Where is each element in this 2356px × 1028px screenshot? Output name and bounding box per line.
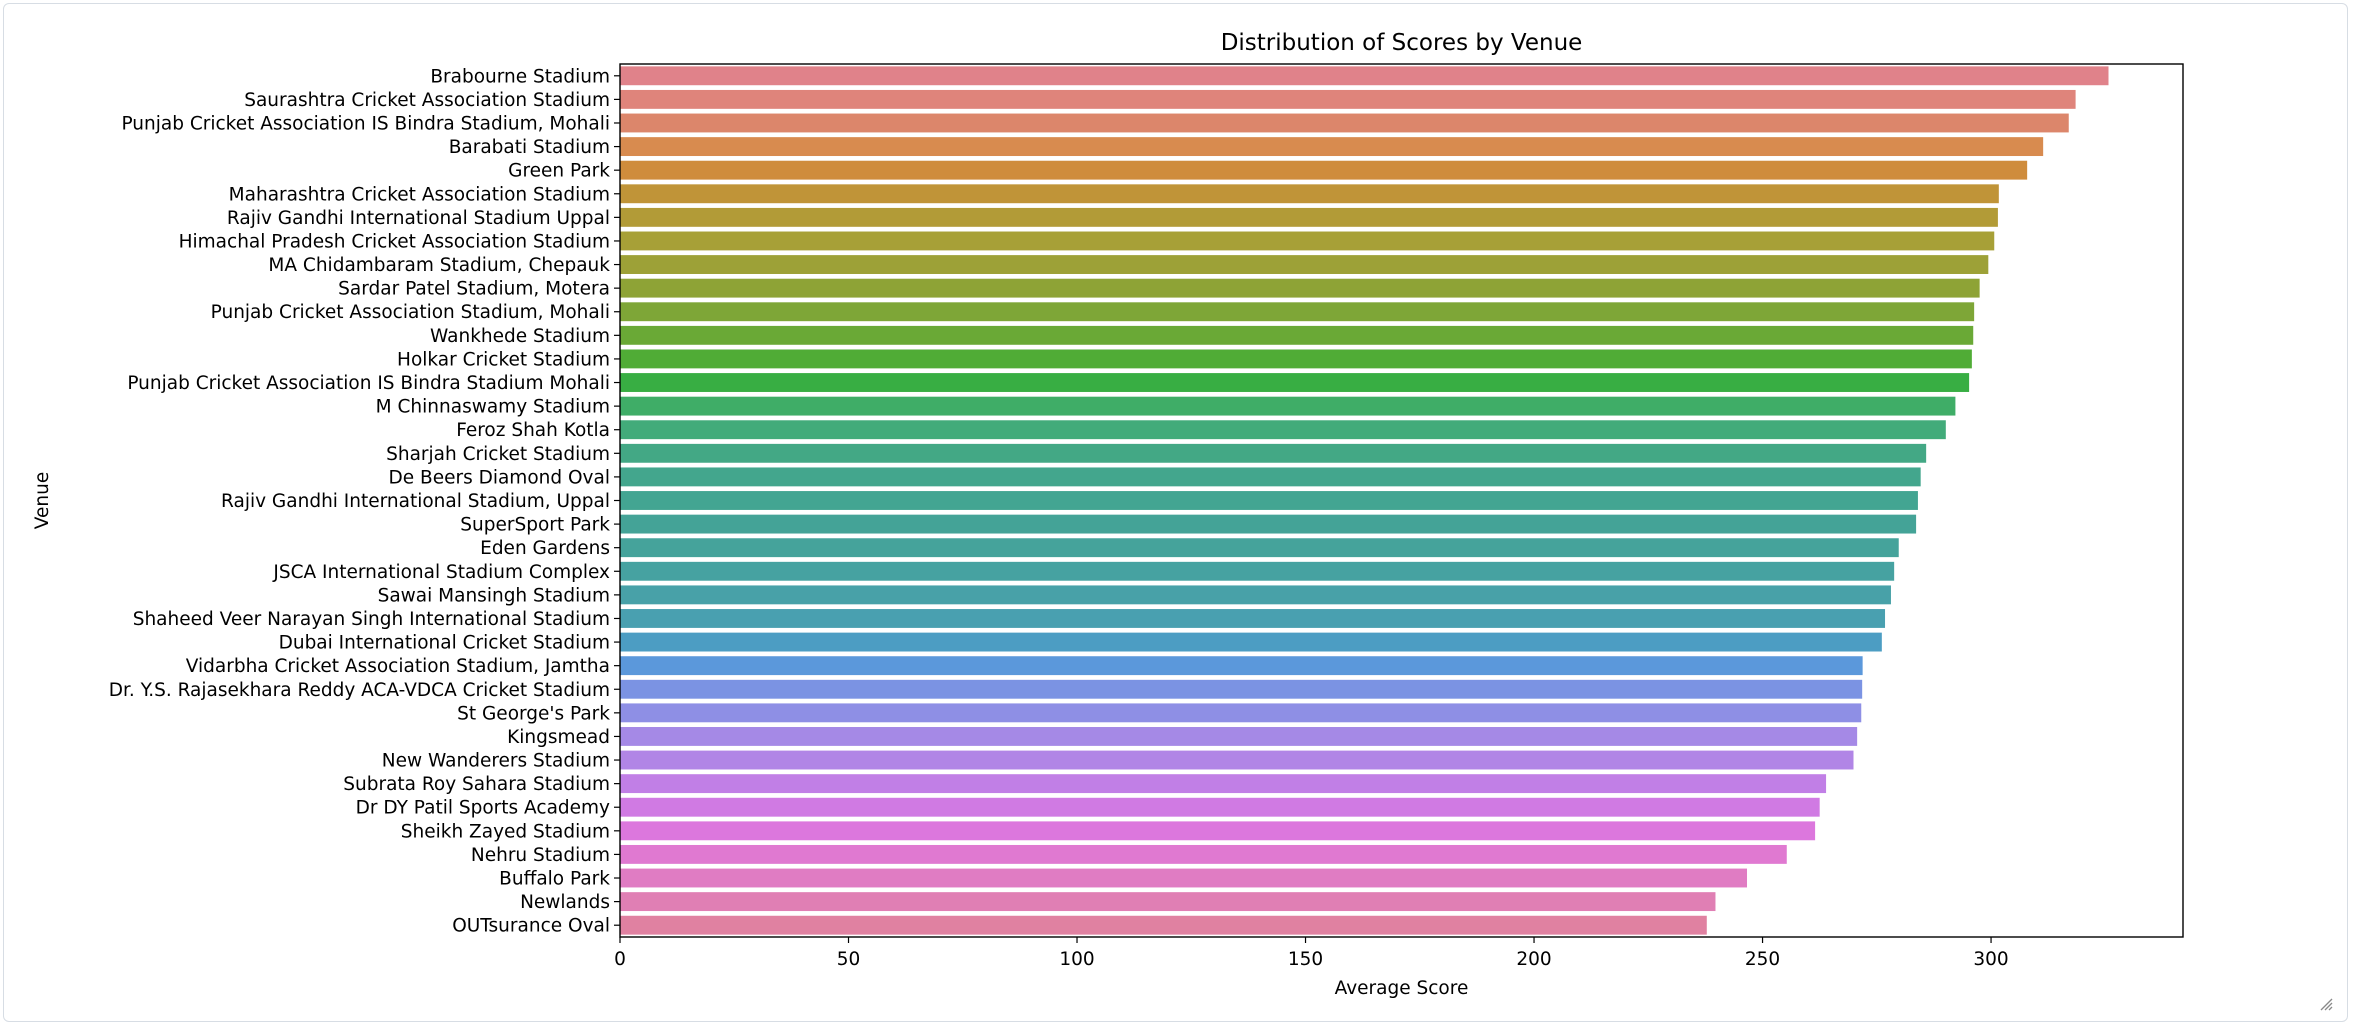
y-tick-label: Punjab Cricket Association IS Bindra Sta…: [127, 373, 610, 394]
bar: [620, 255, 1989, 274]
x-tick-label: 50: [837, 949, 861, 970]
bar: [620, 750, 1854, 770]
y-tick-label: Sawai Mansingh Stadium: [378, 585, 610, 606]
bars-group: [620, 66, 2109, 935]
bar: [620, 491, 1918, 510]
y-tick-label: New Wanderers Stadium: [382, 751, 610, 772]
bar: [620, 632, 1882, 652]
y-tick-label: Eden Gardens: [480, 538, 610, 559]
chart-title: Distribution of Scores by Venue: [1221, 30, 1583, 56]
y-tick-label: Vidarbha Cricket Association Stadium, Ja…: [186, 656, 610, 677]
bar: [620, 774, 1827, 794]
y-tick-label: Feroz Shah Kotla: [456, 420, 610, 441]
x-tick-label: 250: [1745, 949, 1780, 970]
y-tick-label: Maharashtra Cricket Association Stadium: [229, 184, 610, 205]
x-tick-label: 300: [1973, 949, 2008, 970]
bar: [620, 892, 1716, 912]
bar: [620, 160, 2028, 180]
y-tick-label: Dubai International Cricket Stadium: [279, 633, 610, 654]
bar: [620, 278, 1980, 298]
y-tick-label: Subrata Roy Sahara Stadium: [343, 774, 610, 795]
bar: [620, 302, 1975, 322]
y-tick-label: Kingsmead: [507, 727, 610, 748]
y-tick-label: Holkar Cricket Stadium: [397, 349, 610, 370]
bar: [620, 231, 1995, 251]
bar: [620, 585, 1891, 605]
y-tick-label: Sardar Patel Stadium, Motera: [338, 279, 610, 300]
y-tick-label: Rajiv Gandhi International Stadium Uppal: [227, 208, 610, 229]
y-tick-label: Dr DY Patil Sports Academy: [356, 798, 610, 819]
bar: [620, 373, 1970, 392]
bar: [620, 184, 1999, 204]
bar: [620, 797, 1820, 817]
y-tick-labels: Brabourne Stadium Saurashtra Cricket Asso…: [109, 66, 620, 937]
bar: [620, 514, 1917, 534]
y-tick-label: M Chinnaswamy Stadium: [376, 397, 610, 418]
y-tick-label: MA Chidambaram Stadium, Chepauk: [268, 255, 610, 276]
output-cell: Brabourne Stadium Saurashtra Cricket Asso…: [3, 3, 2348, 1022]
bar: [620, 868, 1748, 888]
resize-grip-icon[interactable]: [2319, 997, 2333, 1011]
bar: [620, 325, 1974, 345]
y-tick-label: Punjab Cricket Association Stadium, Moha…: [211, 302, 610, 323]
y-tick-label: Dr. Y.S. Rajasekhara Reddy ACA-VDCA Cric…: [109, 680, 610, 701]
y-tick-label: Buffalo Park: [499, 869, 610, 890]
bar: [620, 349, 1972, 369]
y-tick-label: Sharjah Cricket Stadium: [386, 444, 610, 465]
bar: [620, 396, 1956, 416]
bar: [620, 89, 2076, 109]
bar: [620, 420, 1946, 440]
y-tick-label: Newlands: [520, 892, 610, 913]
x-tick-label: 100: [1059, 949, 1094, 970]
y-tick-label: Punjab Cricket Association IS Bindra Sta…: [121, 113, 610, 134]
bar: [620, 821, 1816, 841]
y-tick-label: OUTsurance Oval: [452, 916, 610, 937]
y-tick-label: Barabati Stadium: [449, 137, 610, 158]
y-tick-label: Himachal Pradesh Cricket Association Sta…: [179, 231, 610, 252]
y-tick-label: Nehru Stadium: [471, 845, 610, 866]
y-tick-label: SuperSport Park: [460, 515, 610, 536]
y-tick-label: Saurashtra Cricket Association Stadium: [244, 90, 610, 111]
bar: [620, 727, 1858, 746]
bar: [620, 679, 1863, 699]
bar: [620, 443, 1927, 463]
bar: [620, 609, 1886, 628]
bar: [620, 703, 1862, 723]
y-tick-label: Shaheed Veer Narayan Singh International…: [133, 609, 610, 630]
x-tick-label: 150: [1288, 949, 1323, 970]
bar: [620, 207, 1998, 227]
bar: [620, 66, 2109, 86]
bar: [620, 467, 1921, 487]
bar: [620, 844, 1787, 864]
bar: [620, 137, 2044, 157]
y-tick-label: JSCA International Stadium Complex: [272, 562, 610, 583]
plot-frame: [619, 63, 2184, 938]
y-tick-label: Green Park: [508, 161, 610, 182]
x-ticks: 0 50 100 150 200 250 300: [614, 937, 2009, 970]
y-tick-label: St George's Park: [457, 703, 610, 724]
y-tick-label: De Beers Diamond Oval: [389, 467, 611, 488]
y-tick-label: Wankhede Stadium: [430, 326, 610, 347]
y-tick-label: Sheikh Zayed Stadium: [401, 821, 610, 842]
bar-chart: Brabourne Stadium Saurashtra Cricket Asso…: [32, 30, 2184, 999]
x-tick-label: 200: [1516, 949, 1551, 970]
y-tick-label: Rajiv Gandhi International Stadium, Uppa…: [221, 491, 610, 512]
x-tick-label: 0: [614, 949, 626, 970]
bar: [620, 561, 1895, 581]
x-axis-label: Average Score: [1335, 978, 1469, 999]
bar: [620, 656, 1863, 676]
bar: [620, 915, 1707, 935]
y-tick-label: Brabourne Stadium: [430, 66, 610, 87]
bar: [620, 113, 2069, 133]
y-axis-label: Venue: [32, 472, 53, 529]
bar: [620, 538, 1899, 558]
